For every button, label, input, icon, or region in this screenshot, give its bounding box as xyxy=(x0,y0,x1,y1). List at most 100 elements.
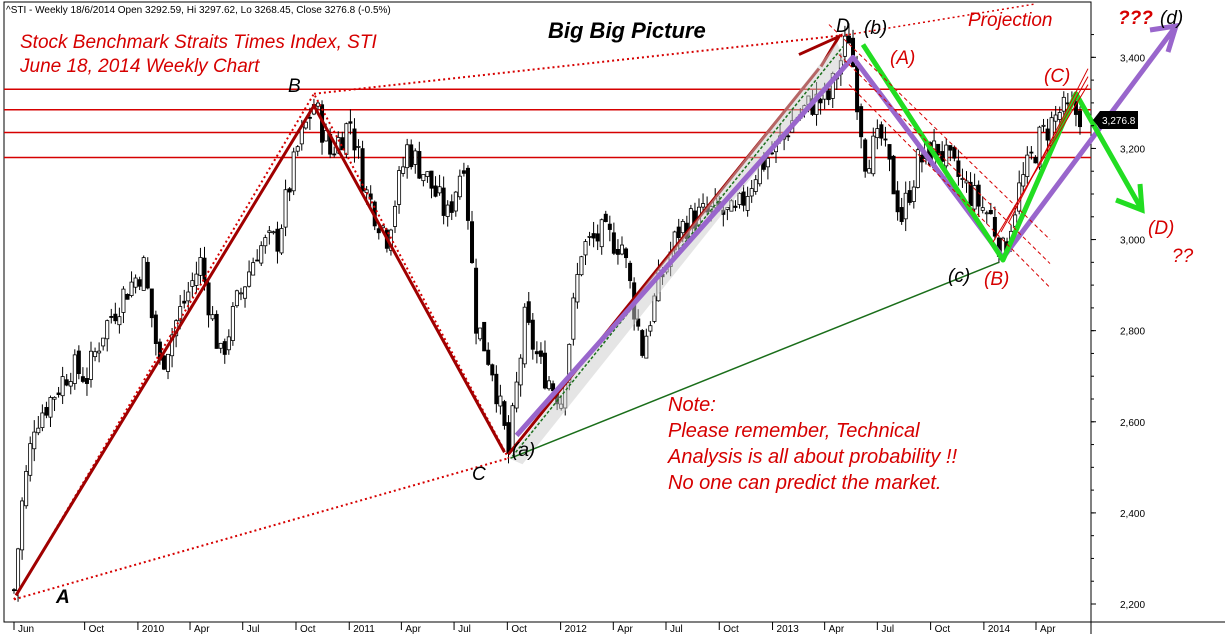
y-tick-label: 3,200 xyxy=(1120,144,1145,155)
candle-down xyxy=(506,422,511,454)
candle-up xyxy=(68,381,73,387)
candle-down xyxy=(883,138,888,141)
trend-dashed-green xyxy=(511,46,844,457)
candle-up xyxy=(867,168,872,174)
candle-up xyxy=(166,353,171,372)
candle-up xyxy=(745,196,750,211)
candle-up xyxy=(498,395,503,407)
candle-up xyxy=(133,277,138,288)
candle-up xyxy=(194,273,199,286)
candle-up xyxy=(903,192,908,220)
candle-up xyxy=(40,412,45,429)
candle-up xyxy=(279,228,284,254)
dotted-abc-path xyxy=(13,91,510,600)
candle-up xyxy=(911,186,916,202)
candle-down xyxy=(530,319,535,350)
green-abcd-path xyxy=(860,43,1145,263)
x-tick-label: 2010 xyxy=(142,624,165,634)
candle-down xyxy=(125,293,130,300)
candle-down xyxy=(733,205,738,208)
candle-up xyxy=(453,191,458,212)
chart-title-line1: Stock Benchmark Straits Times Index, STI xyxy=(20,32,377,53)
big-picture-title: Big Big Picture xyxy=(548,18,706,43)
candle-down xyxy=(1029,151,1034,154)
candle-up xyxy=(401,166,406,174)
candle-up xyxy=(72,354,77,384)
x-tick-label: Apr xyxy=(405,624,421,634)
x-tick-label: Jun xyxy=(18,624,34,634)
y-tick-label: 3,400 xyxy=(1120,53,1145,64)
candle-up xyxy=(60,376,65,397)
candle-up xyxy=(48,397,53,418)
uptrend-channel-line xyxy=(992,84,1089,243)
candle-up xyxy=(648,325,653,332)
dotted-a-c-line xyxy=(13,457,509,601)
candle-down xyxy=(940,151,945,162)
label-C-paren: (C) xyxy=(1044,66,1070,87)
candle-up xyxy=(315,102,320,107)
candle-up xyxy=(267,230,272,233)
candle-down xyxy=(919,154,924,163)
label-B-paren: (B) xyxy=(984,269,1009,290)
candle-up xyxy=(230,306,235,341)
candle-down xyxy=(936,143,941,156)
candle-up xyxy=(356,146,361,148)
candle-down xyxy=(542,352,547,389)
candle-up xyxy=(117,316,122,326)
candle-down xyxy=(287,188,292,193)
label-d-small: (d) xyxy=(1160,8,1183,29)
candle-down xyxy=(214,313,219,349)
candle-down xyxy=(741,191,746,206)
candle-down xyxy=(899,207,904,222)
candle-up xyxy=(413,150,418,165)
candle-up xyxy=(303,121,308,129)
candle-up xyxy=(121,288,126,313)
candle-down xyxy=(441,187,446,216)
candle-up xyxy=(599,219,604,248)
candle-down xyxy=(1045,128,1050,141)
candle-up xyxy=(190,280,195,287)
label-a-small: (a) xyxy=(512,440,535,461)
header-info: ^STI - Weekly 18/6/2014 Open 3292.59, Hi… xyxy=(6,5,391,16)
x-tick-label: Oct xyxy=(723,624,739,634)
plot-frame xyxy=(3,1,1092,623)
candle-up xyxy=(644,335,649,359)
candle-down xyxy=(992,216,997,237)
candle-up xyxy=(980,207,985,211)
candle-down xyxy=(538,350,543,357)
candle-up xyxy=(198,257,203,276)
candle-down xyxy=(628,262,633,282)
candle-up xyxy=(518,357,523,386)
candle-down xyxy=(482,321,487,352)
y-tick-label: 2,200 xyxy=(1120,600,1145,611)
candle-up xyxy=(141,257,146,291)
x-tick-label: Apr xyxy=(1040,624,1056,634)
candle-up xyxy=(283,189,288,228)
candle-down xyxy=(956,160,961,177)
candle-down xyxy=(859,106,864,138)
candle-up xyxy=(405,144,410,169)
x-axis-ticks: Jun Oct 2010 Apr Jul Oct 2011 Apr Jul Oct 2012 Apr J… xyxy=(13,622,1056,634)
last-price-tag xyxy=(1093,111,1138,129)
candle-down xyxy=(307,116,312,119)
candle-down xyxy=(818,98,823,104)
candle-up xyxy=(457,175,462,198)
candle-down xyxy=(846,35,851,44)
x-tick-label: Jul xyxy=(247,624,260,634)
candle-up xyxy=(271,231,276,234)
candle-up xyxy=(579,256,584,276)
candle-down xyxy=(490,364,495,376)
last-price-value: 3,276.8 xyxy=(1102,116,1136,127)
candle-down xyxy=(891,155,896,195)
candle-up xyxy=(680,220,685,234)
candle-up xyxy=(587,236,592,238)
candle-down xyxy=(615,248,620,255)
candle-down xyxy=(84,378,89,384)
label-c-small: (c) xyxy=(948,266,970,287)
candle-down xyxy=(470,221,475,264)
note-line-1: Please remember, Technical xyxy=(668,420,920,442)
candle-down xyxy=(149,288,154,319)
y-tick-label: 2,400 xyxy=(1120,509,1145,520)
candle-down xyxy=(255,259,260,262)
